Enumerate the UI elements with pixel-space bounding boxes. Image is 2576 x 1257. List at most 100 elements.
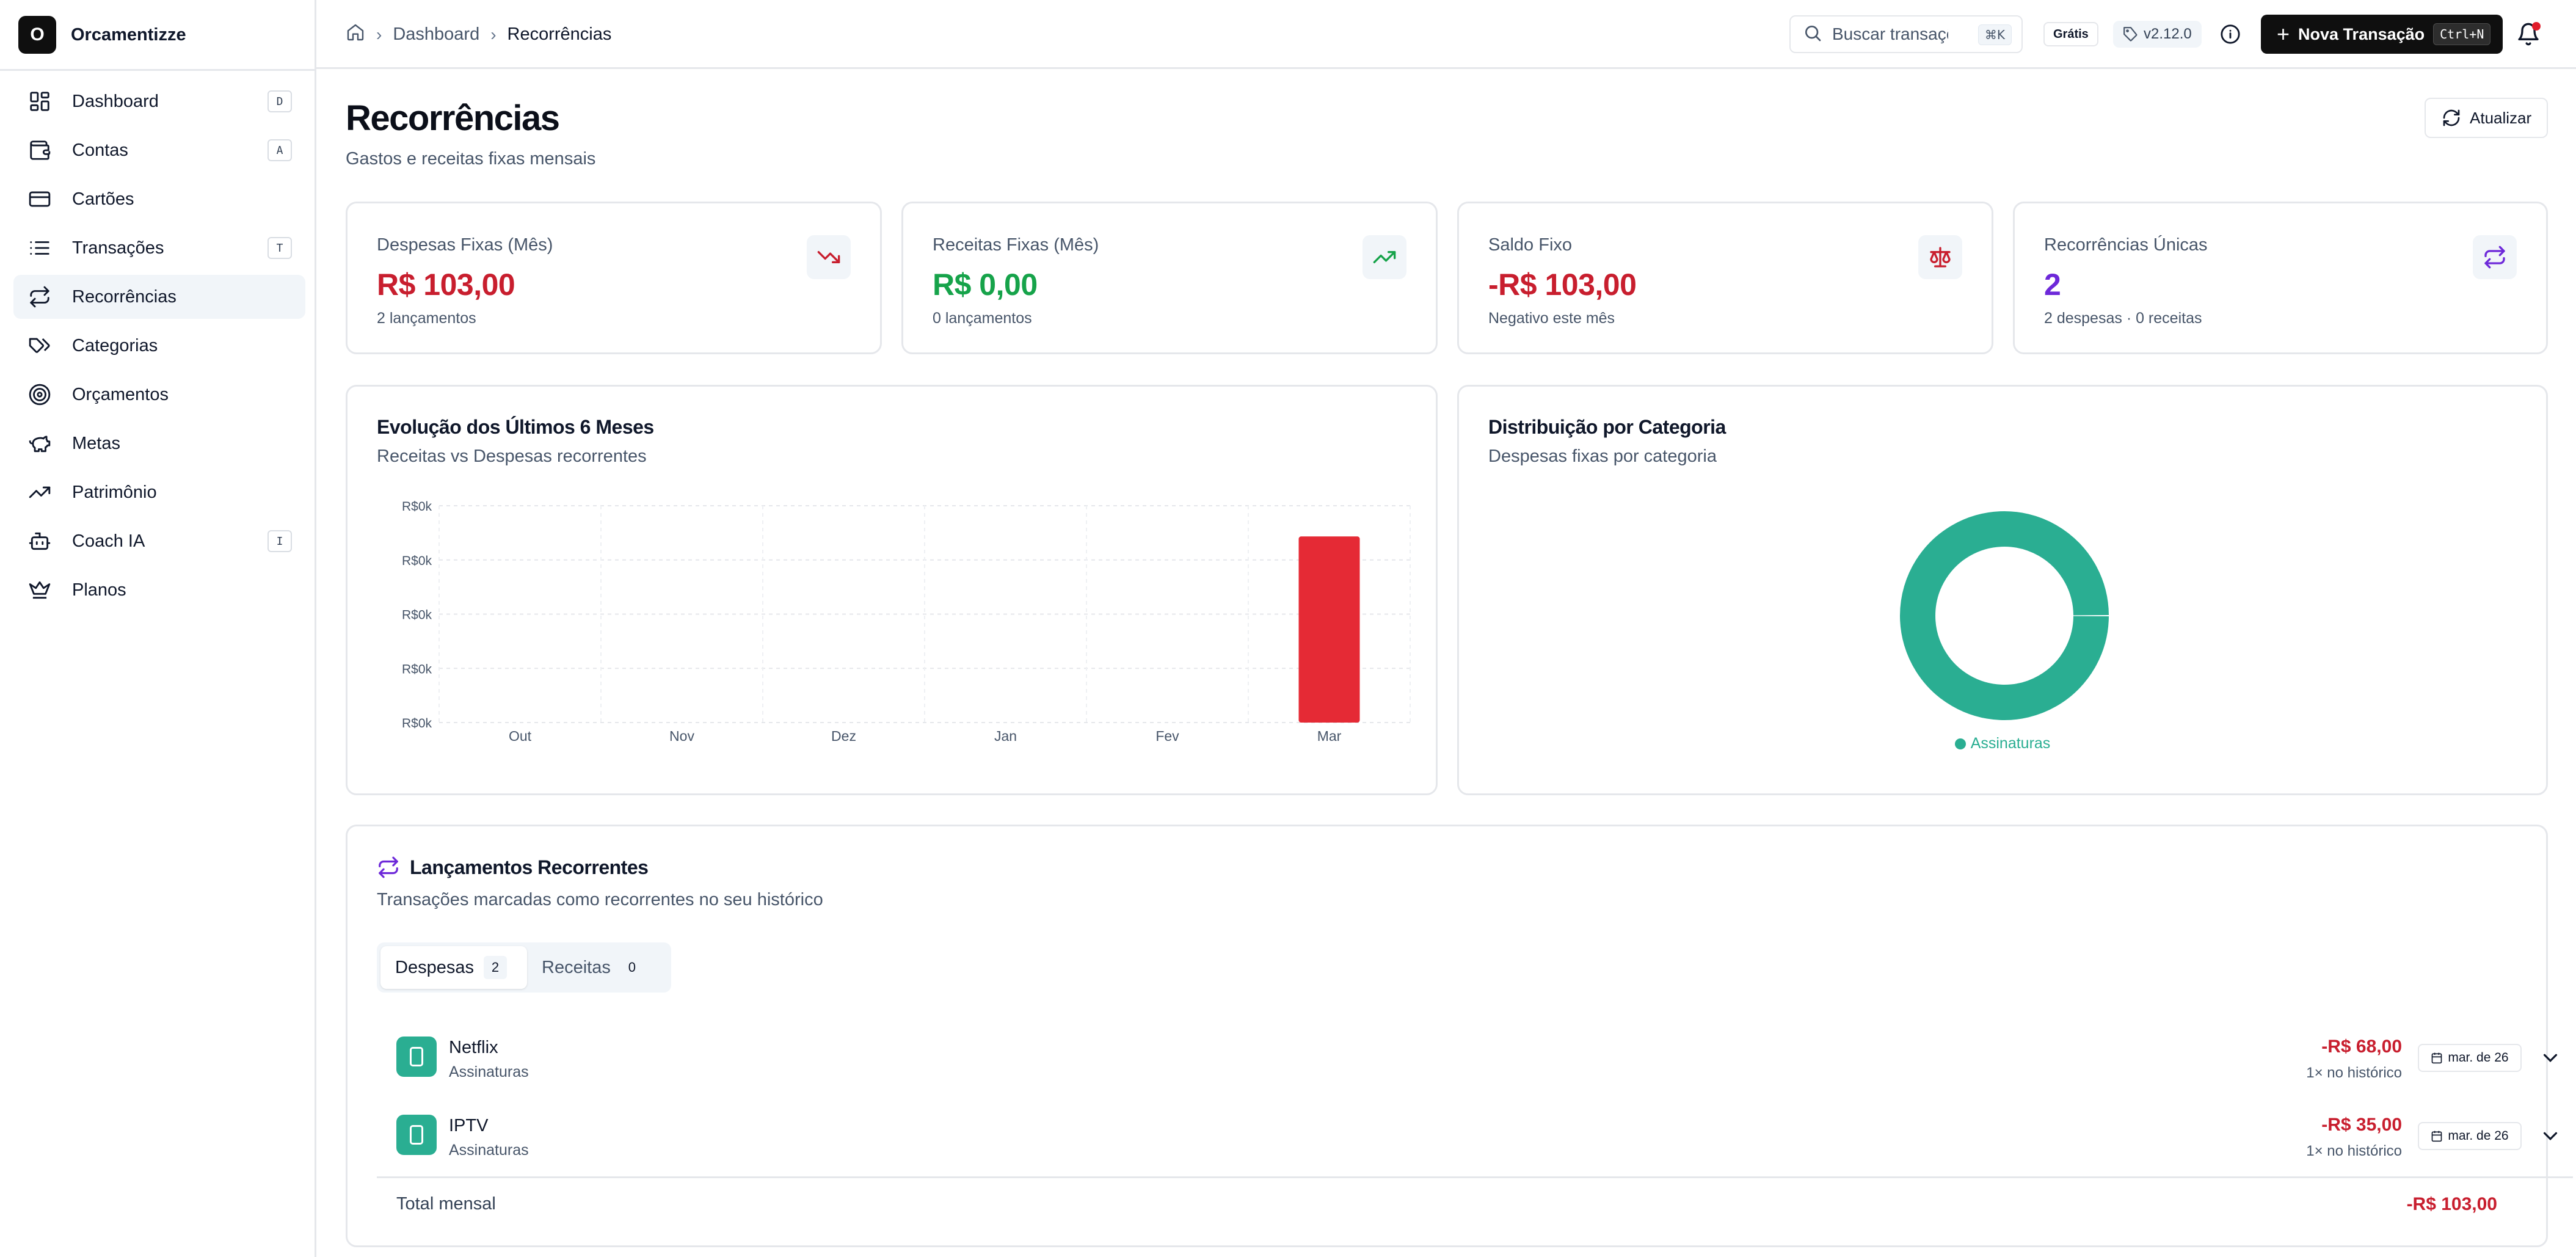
- chart-subtitle: Despesas fixas por categoria: [1488, 446, 1717, 466]
- trending-down-icon: [807, 235, 851, 279]
- chevron-down-icon[interactable]: [2539, 1046, 2562, 1069]
- sidebar-item-transacoes[interactable]: Transações T: [13, 226, 305, 270]
- tags-icon: [28, 334, 51, 357]
- chevron-right-icon: ›: [490, 24, 497, 44]
- refresh-button[interactable]: Atualizar: [2425, 98, 2548, 138]
- sidebar-item-contas[interactable]: Contas A: [13, 128, 305, 172]
- tab-receitas[interactable]: Receitas 0: [527, 946, 658, 989]
- stat-value: R$ 103,00: [377, 268, 515, 302]
- sidebar-item-label: Cartões: [72, 189, 134, 209]
- tab-label: Despesas: [395, 957, 474, 977]
- evolution-bar-chart: R$0k R$0k R$0k R$0k R$0k Out Nov Dez Jan Fev Mar: [402, 500, 1411, 744]
- plan-badge[interactable]: Grátis: [2043, 22, 2098, 46]
- recurrents-subtitle: Transações marcadas como recorrentes no …: [377, 890, 823, 909]
- chart-subtitle: Receitas vs Despesas recorrentes: [377, 446, 647, 466]
- sidebar-item-recorrencias[interactable]: Recorrências: [13, 275, 305, 319]
- notification-dot: [2532, 22, 2541, 31]
- sidebar-item-coach-ia[interactable]: Coach IA I: [13, 519, 305, 563]
- pie-slice: [1900, 511, 2109, 720]
- page-subtitle: Gastos e receitas fixas mensais: [346, 149, 596, 169]
- notifications-bell-icon[interactable]: [2516, 22, 2541, 46]
- sidebar-item-metas[interactable]: Metas: [13, 421, 305, 465]
- chevron-down-icon[interactable]: [2539, 1124, 2562, 1148]
- home-icon[interactable]: [346, 23, 365, 47]
- distribution-chart-card: Distribuição por Categoria Despesas fixa…: [1457, 385, 2548, 795]
- new-transaction-label: Nova Transação: [2298, 24, 2425, 43]
- shortcut-key: A: [267, 139, 292, 161]
- stat-value: -R$ 103,00: [1488, 268, 1637, 302]
- tab-count: 2: [483, 956, 507, 979]
- version-badge: v2.12.0: [2113, 21, 2202, 48]
- x-tick-label: Dez: [831, 728, 856, 744]
- y-tick-label: R$0k: [402, 500, 432, 514]
- tab-count: 0: [620, 956, 644, 979]
- sidebar-item-label: Dashboard: [72, 91, 159, 111]
- x-tick-label: Jan: [994, 728, 1017, 744]
- brand-logo: O: [18, 16, 56, 54]
- item-amount: -R$ 35,00: [2321, 1115, 2402, 1135]
- sidebar-item-patrimonio[interactable]: Patrimônio: [13, 470, 305, 514]
- evolution-chart-card: Evolução dos Últimos 6 Meses Receitas vs…: [346, 385, 1438, 795]
- y-tick-label: R$0k: [402, 608, 432, 622]
- new-transaction-button[interactable]: + Nova Transação Ctrl+N: [2261, 15, 2503, 54]
- brand-name: Orcamentizze: [71, 24, 186, 45]
- shortcut-key: T: [267, 237, 292, 259]
- trending-up-icon: [1363, 235, 1406, 279]
- page-title: Recorrências: [346, 98, 560, 138]
- plus-icon: +: [2277, 21, 2290, 46]
- tab-despesas[interactable]: Despesas 2: [380, 946, 527, 989]
- sidebar-item-planos[interactable]: Planos: [13, 568, 305, 612]
- refresh-icon: [2443, 109, 2460, 126]
- sidebar-item-cartoes[interactable]: Cartões: [13, 177, 305, 221]
- sidebar-item-label: Metas: [72, 433, 120, 453]
- recurrents-title: Lançamentos Recorrentes: [377, 856, 649, 879]
- chart-legend: Assinaturas: [1459, 735, 2546, 752]
- target-icon: [28, 383, 51, 406]
- item-history: 1× no histórico: [2306, 1143, 2402, 1159]
- chart-title: Distribuição por Categoria: [1488, 416, 1726, 438]
- sidebar: O Orcamentizze Dashboard D Contas A Cart…: [0, 0, 316, 1257]
- sidebar-item-orcamentos[interactable]: Orçamentos: [13, 373, 305, 417]
- recurrents-card: Lançamentos Recorrentes Transações marca…: [346, 825, 2573, 1247]
- item-name: IPTV: [449, 1116, 489, 1135]
- date-badge[interactable]: mar. de 26: [2418, 1122, 2522, 1150]
- item-history: 1× no histórico: [2306, 1065, 2402, 1081]
- list-item[interactable]: Netflix Assinaturas -R$ 68,00 1× no hist…: [377, 1023, 2573, 1090]
- recurrents-tabs: Despesas 2 Receitas 0: [377, 942, 671, 993]
- total-divider: [377, 1176, 2573, 1178]
- bot-icon: [28, 530, 51, 553]
- tab-label: Receitas: [542, 957, 611, 977]
- sidebar-item-label: Recorrências: [72, 286, 176, 307]
- sidebar-item-label: Categorias: [72, 335, 158, 355]
- search-box[interactable]: ⌘K: [1789, 15, 2023, 53]
- sidebar-divider: [0, 69, 316, 71]
- sidebar-item-label: Orçamentos: [72, 384, 169, 404]
- tag-icon: [2123, 27, 2138, 42]
- scale-icon: [1918, 235, 1962, 279]
- stat-value: R$ 0,00: [933, 268, 1038, 302]
- search-icon: [1803, 23, 1822, 46]
- info-icon[interactable]: [2218, 22, 2243, 46]
- chart-title: Evolução dos Últimos 6 Meses: [377, 416, 654, 438]
- date-badge[interactable]: mar. de 26: [2418, 1044, 2522, 1072]
- item-category: Assinaturas: [449, 1142, 529, 1159]
- version-label: v2.12.0: [2144, 26, 2192, 42]
- chevron-right-icon: ›: [376, 24, 382, 44]
- sidebar-item-label: Planos: [72, 580, 126, 600]
- list-item[interactable]: IPTV Assinaturas -R$ 35,00 1× no históri…: [377, 1101, 2573, 1168]
- stat-label: Saldo Fixo: [1488, 235, 1573, 255]
- distribution-donut-chart: [1900, 511, 2109, 720]
- sidebar-item-dashboard[interactable]: Dashboard D: [13, 79, 305, 123]
- sidebar-item-categorias[interactable]: Categorias: [13, 324, 305, 368]
- search-input[interactable]: [1832, 24, 1948, 44]
- breadcrumb-link[interactable]: Dashboard: [393, 24, 480, 44]
- legend-dot: [1954, 738, 1966, 749]
- y-tick-label: R$0k: [402, 554, 432, 568]
- sidebar-item-label: Patrimônio: [72, 482, 157, 502]
- stat-sub: 2 despesas · 0 receitas: [2044, 310, 2202, 327]
- calendar-icon: [2432, 1131, 2442, 1142]
- wallet-icon: [28, 139, 51, 162]
- recurrents-title-label: Lançamentos Recorrentes: [410, 856, 649, 878]
- brand[interactable]: O Orcamentizze: [18, 16, 186, 54]
- x-tick-label: Mar: [1317, 728, 1342, 744]
